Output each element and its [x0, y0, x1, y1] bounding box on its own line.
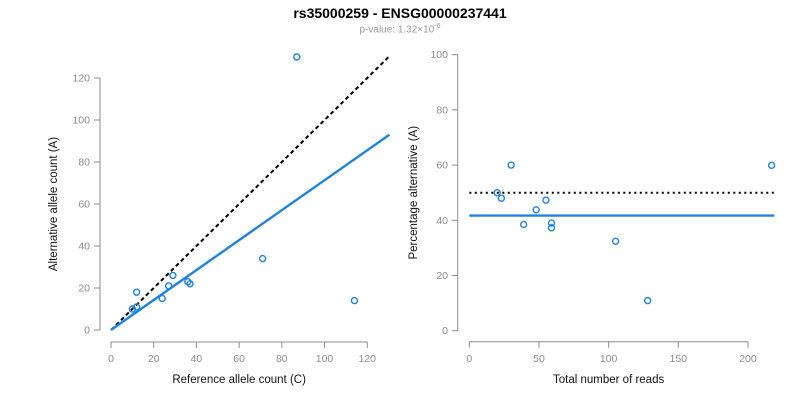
left-data-point [158, 294, 166, 303]
p-value-text: p-value: 1.32×10 [359, 24, 435, 36]
right-x-tick-label: 150 [670, 353, 688, 365]
right-data-point [507, 161, 515, 169]
left-data-point [164, 282, 173, 290]
right-data-point [547, 219, 556, 227]
left-x-tick-label: 40 [191, 353, 203, 365]
chart-subtitle: p-value: 1.32×10-6 [0, 23, 800, 35]
right-y-tick-label: 20 [436, 270, 448, 282]
right-y-tick-label: 100 [430, 49, 448, 61]
right-y-tick-label: 80 [436, 104, 448, 116]
right-x-tick-label: 50 [533, 353, 545, 365]
left-y-axis-title: Alternative allele count (A) [48, 137, 60, 271]
left-identity-y-equals-x-line [110, 55, 391, 331]
right-y-tick-label: 40 [436, 215, 448, 227]
left-y-tick-label: 120 [72, 73, 90, 85]
left-data-point [293, 53, 301, 61]
right-data-point [611, 237, 620, 245]
chart-title: rs35000259 - ENSG00000237441 [293, 5, 507, 21]
left-y-tick-label: 0 [84, 325, 90, 337]
right-x-axis-title: Total number of reads [553, 374, 664, 386]
p-value-exponent: -6 [434, 23, 441, 30]
right-x-tick-label: 200 [739, 353, 757, 365]
right-data-point [519, 220, 528, 229]
right-x-tick-label: 100 [600, 353, 618, 365]
left-data-point [184, 278, 192, 286]
left-x-tick-label: 60 [233, 353, 245, 365]
right-x-tick-label: 0 [466, 353, 472, 365]
left-y-tick-label: 40 [78, 241, 90, 253]
left-data-point [132, 288, 141, 296]
right-data-point [497, 194, 506, 202]
left-x-tick-label: 20 [148, 353, 160, 365]
left-data-point [132, 303, 141, 311]
left-x-tick-label: 100 [316, 353, 334, 365]
right-data-point [643, 296, 652, 305]
left-y-tick-label: 100 [72, 115, 90, 127]
left-x-axis-title: Reference allele count (C) [172, 374, 306, 386]
right-data-point [493, 188, 501, 197]
left-data-point [169, 271, 177, 280]
left-data-point [258, 254, 267, 263]
right-data-point [532, 206, 540, 214]
right-y-tick-label: 60 [436, 160, 448, 172]
left-y-tick-label: 20 [78, 283, 90, 295]
right-data-point [767, 161, 776, 170]
left-y-tick-label: 80 [78, 157, 90, 169]
right-y-tick-label: 0 [442, 325, 448, 337]
right-data-point [547, 224, 556, 232]
left-fit-line [110, 133, 391, 331]
left-x-tick-label: 0 [108, 353, 114, 365]
left-data-point [186, 280, 194, 288]
left-x-tick-label: 120 [358, 353, 376, 365]
left-x-tick-label: 80 [276, 353, 288, 365]
left-data-point [350, 296, 359, 305]
left-y-tick-label: 60 [78, 199, 90, 211]
right-data-point [542, 196, 550, 204]
right-y-axis-title: Percentage alternative (A) [408, 126, 420, 260]
